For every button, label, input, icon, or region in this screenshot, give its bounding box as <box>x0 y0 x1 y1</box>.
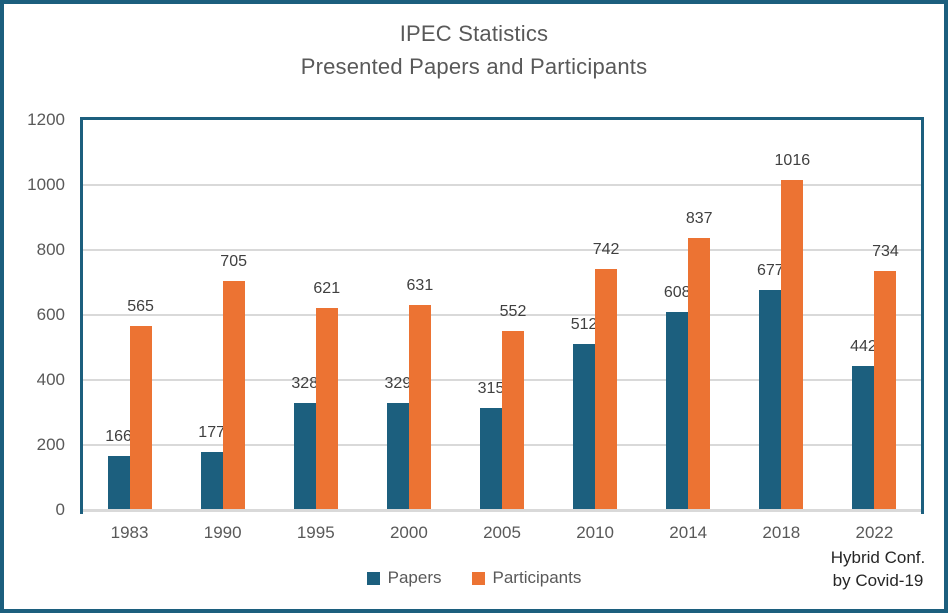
bar-label-papers-2014: 608 <box>663 284 691 302</box>
bar-papers-1983 <box>107 456 130 510</box>
x-tick-label-2022: 2022 <box>855 523 894 542</box>
y-tick-label-1000: 1000 <box>27 175 65 194</box>
legend-label-participants: Participants <box>492 568 582 587</box>
bar-label-participants-1983: 565 <box>127 298 154 316</box>
bar-label-papers-1983: 166 <box>105 428 132 446</box>
covid-annotation-line1: Hybrid Conf. <box>830 548 926 567</box>
bar-participants-1990 <box>222 280 245 510</box>
chart-title: IPEC Statistics Presented Papers and Par… <box>4 17 944 83</box>
x-tick-label-2010: 2010 <box>576 523 615 542</box>
bar-participants-2018 <box>781 179 804 510</box>
gridline-1000 <box>83 184 921 186</box>
bar-label-participants-2005: 552 <box>499 302 527 320</box>
bar-label-papers-2010: 512 <box>570 315 598 333</box>
legend-label-papers: Papers <box>387 568 442 587</box>
bar-participants-2014 <box>688 237 711 510</box>
y-tick-label-0: 0 <box>55 500 65 519</box>
bar-participants-2005 <box>502 330 524 510</box>
bar-label-participants-2022: 734 <box>872 243 899 261</box>
legend-swatch-participants <box>471 571 485 585</box>
bar-label-participants-1990: 705 <box>220 252 247 270</box>
bar-label-papers-2022: 442 <box>850 338 877 356</box>
y-tick-label-800: 800 <box>36 240 65 259</box>
bar-participants-1995 <box>315 308 338 510</box>
bar-label-participants-2018: 1016 <box>774 151 811 169</box>
x-tick-label-2014: 2014 <box>669 523 708 542</box>
bar-label-participants-2014: 837 <box>685 209 713 227</box>
covid-annotation-line2: by Covid-19 <box>832 571 924 590</box>
x-tick-label-1990: 1990 <box>203 523 242 542</box>
x-tick-label-2018: 2018 <box>762 523 801 542</box>
y-tick-label-400: 400 <box>36 370 65 389</box>
x-tick-label-1995: 1995 <box>296 523 335 542</box>
chart-title-line2: Presented Papers and Participants <box>300 54 648 79</box>
bar-papers-2022 <box>852 366 875 510</box>
gridline-800 <box>83 249 921 251</box>
x-tick-label-2000: 2000 <box>389 523 428 542</box>
bar-papers-2005 <box>480 407 502 510</box>
bar-papers-2014 <box>666 312 689 510</box>
bar-papers-2000 <box>386 403 409 510</box>
bar-participants-2010 <box>595 268 618 510</box>
legend: Papers Participants <box>4 566 944 590</box>
bar-label-papers-1990: 177 <box>198 424 225 442</box>
bar-label-participants-2000: 631 <box>406 276 434 294</box>
bar-label-participants-1995: 621 <box>313 280 341 298</box>
bar-papers-2018 <box>759 289 782 510</box>
legend-item-papers: Papers <box>366 568 442 588</box>
y-tick-label-200: 200 <box>36 435 65 454</box>
plot-border-right <box>921 117 924 514</box>
bar-participants-2022 <box>874 271 897 510</box>
bar-label-papers-2018: 677 <box>756 261 784 279</box>
plot-area: 166 565 177 705 328 621 329 631 315 552 512 742 608 8… <box>83 120 921 510</box>
chart-title-line1: IPEC Statistics <box>399 21 549 46</box>
covid-annotation: Hybrid Conf. by Covid-19 <box>817 546 939 592</box>
bar-label-participants-2010: 742 <box>592 240 620 258</box>
bar-papers-1995 <box>293 403 316 510</box>
y-tick-label-1200: 1200 <box>27 110 65 129</box>
bar-label-papers-2000: 329 <box>384 375 412 393</box>
bar-participants-2000 <box>408 304 431 510</box>
bar-label-papers-2005: 315 <box>477 379 505 397</box>
gridline-600 <box>83 314 921 316</box>
bar-participants-1983 <box>129 326 152 510</box>
legend-item-participants: Participants <box>471 568 582 588</box>
bar-papers-1990 <box>200 452 223 510</box>
x-tick-label-1983: 1983 <box>110 523 149 542</box>
bar-papers-2010 <box>573 343 596 510</box>
y-tick-label-600: 600 <box>36 305 65 324</box>
legend-swatch-papers <box>366 571 380 585</box>
bar-label-papers-1995: 328 <box>291 375 319 393</box>
x-tick-label-2005: 2005 <box>483 523 521 542</box>
